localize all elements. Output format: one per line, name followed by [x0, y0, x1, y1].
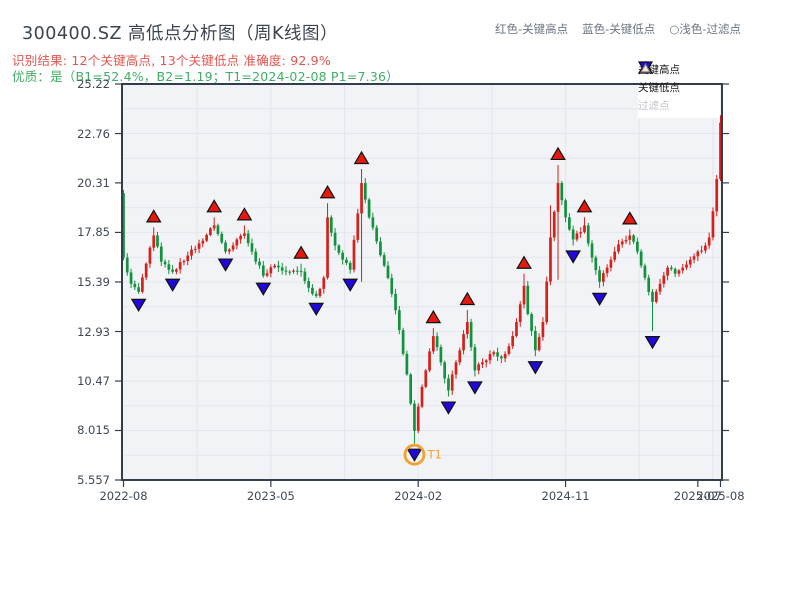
t1-annotation: T1 — [403, 443, 442, 466]
legend-item-label: 关键低点 — [638, 81, 680, 94]
color-legend-note: 红色-关键高点 蓝色-关键低点 ○浅色-过滤点 — [495, 21, 741, 37]
legend-item-low: 关键低点 — [638, 61, 720, 95]
x-tick-label: 2025-07 — [673, 489, 722, 503]
x-tick-label: 2024-11 — [541, 489, 590, 503]
y-tick-label: 25.22 — [77, 77, 110, 91]
y-tick-label: 10.47 — [77, 374, 110, 389]
recognition-result-text: 识别结果: 12个关键高点, 13个关键低点 准确度: 92.9% — [12, 53, 331, 68]
y-tick-label: 17.85 — [77, 225, 110, 240]
x-tick-label: 2025-08 — [696, 489, 745, 503]
plot-legend: 关键高点 关键低点 过滤点 — [638, 61, 720, 115]
page-title: 300400.SZ 高低点分析图（周K线图） — [22, 24, 339, 44]
y-tick-label: 22.76 — [77, 126, 110, 141]
legend-item-label: 过滤点 — [638, 99, 670, 112]
y-tick-label: 12.93 — [77, 324, 110, 339]
x-tick-label: 2023-05 — [246, 489, 295, 503]
y-tick-label: 5.557 — [77, 473, 110, 487]
note-key-low: 蓝色-关键低点 — [582, 22, 656, 36]
quality-text: 优质：是（B1=52.4%，B2=1.19；T1=2024-02-08 P1=7… — [12, 69, 399, 84]
gridlines — [122, 83, 722, 481]
legend-background — [638, 60, 720, 118]
candles — [122, 115, 722, 444]
tick-marks — [115, 83, 729, 487]
note-key-high: 红色-关键高点 — [495, 22, 569, 36]
y-tick-label: 20.31 — [77, 175, 110, 190]
note-filtered: ○浅色-过滤点 — [669, 22, 741, 36]
key-low-markers — [130, 250, 661, 462]
y-tick-label: 8.015 — [77, 423, 110, 438]
t1-label: T1 — [426, 448, 441, 462]
y-tick-label: 15.39 — [77, 274, 110, 289]
triangle-outline-icon — [639, 62, 652, 73]
x-tick-label: 2024-02 — [394, 489, 443, 503]
x-tick-label: 2022-08 — [99, 489, 148, 503]
legend-item-filtered: 过滤点 — [638, 62, 720, 113]
key-high-markers — [145, 146, 638, 324]
t1-ring — [403, 443, 426, 466]
